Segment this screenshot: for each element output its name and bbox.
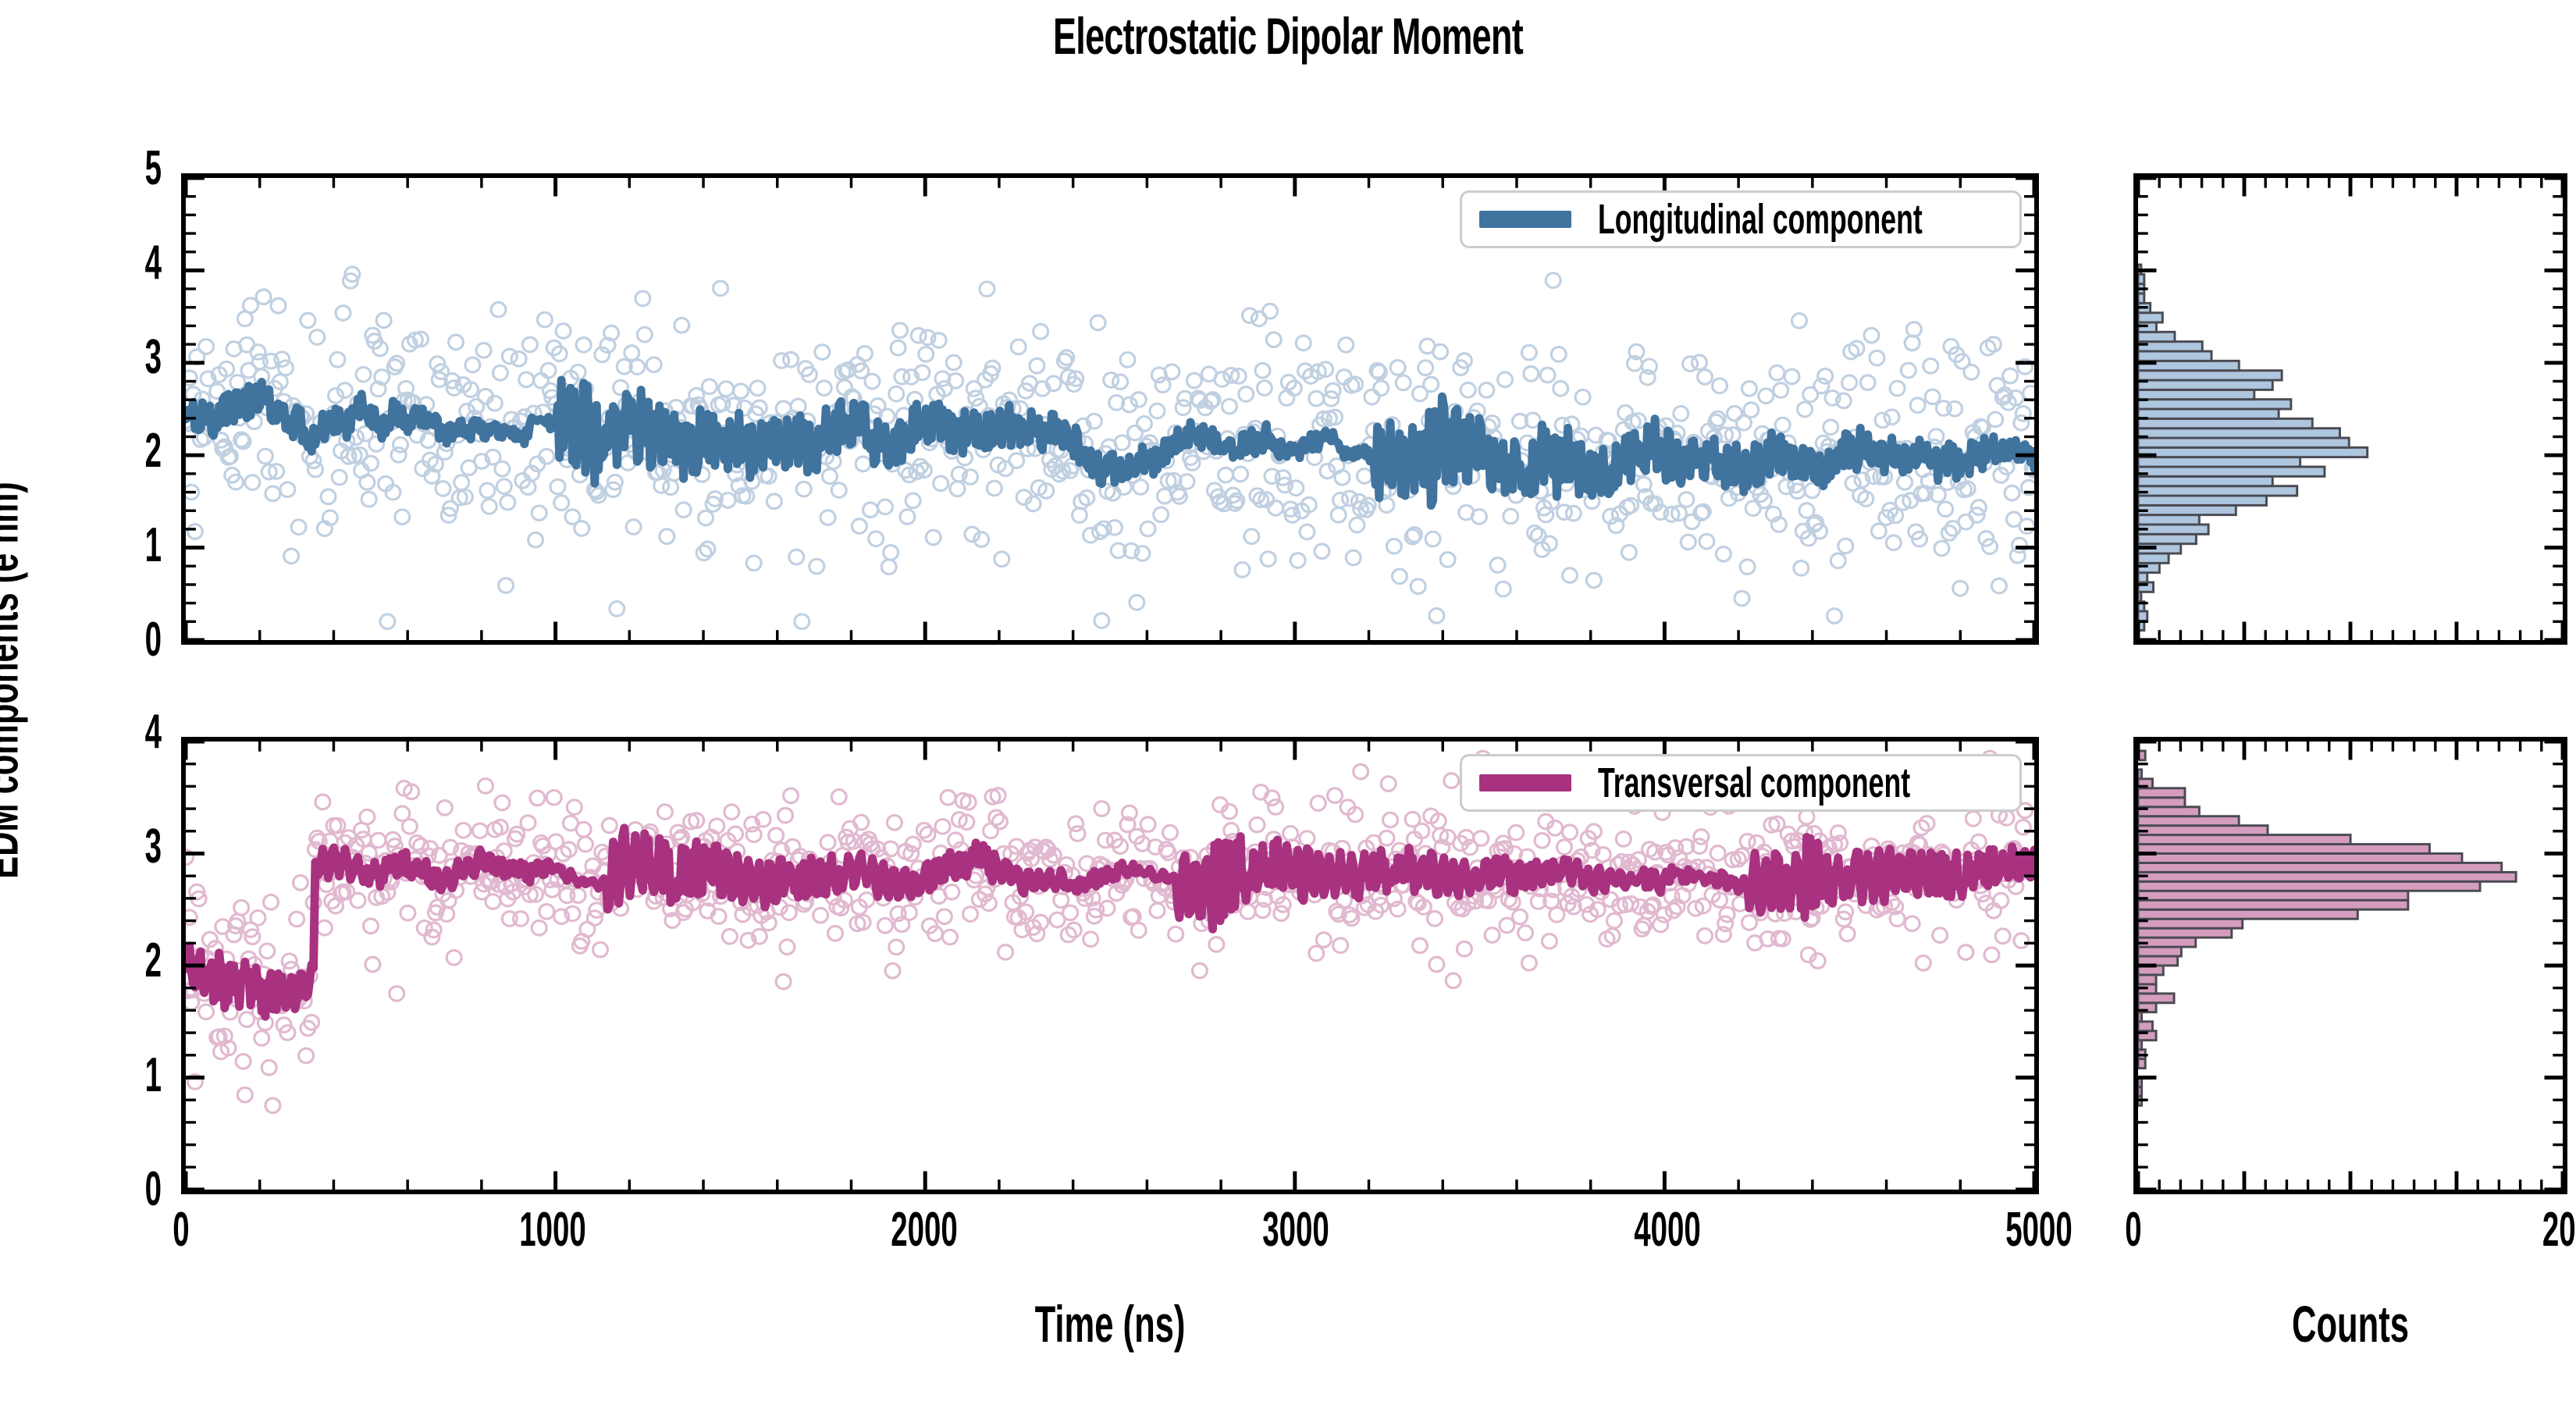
longitudinal-panel — [181, 173, 2039, 645]
x-axis-label: Time (ns) — [1034, 1295, 1186, 1353]
counts-xtick-0: 0 — [2125, 1203, 2142, 1257]
ytick-top-3: 3 — [144, 329, 162, 384]
ytick-bottom-4: 4 — [144, 705, 162, 759]
xtick-3000: 3000 — [1262, 1203, 1329, 1257]
counts-axis-label: Counts — [2291, 1295, 2410, 1353]
xtick-2000: 2000 — [891, 1203, 958, 1257]
transversal-panel — [181, 737, 2039, 1194]
legend-longitudinal[interactable]: Longitudinal component — [1460, 190, 2022, 248]
legend-label-longitudinal: Longitudinal component — [1598, 196, 1923, 243]
xtick-1000: 1000 — [519, 1203, 586, 1257]
ytick-top-2: 2 — [144, 424, 162, 478]
xtick-0: 0 — [173, 1203, 190, 1257]
legend-transversal[interactable]: Transversal component — [1460, 754, 2022, 812]
legend-label-transversal: Transversal component — [1598, 759, 1911, 806]
ytick-top-5: 5 — [144, 141, 162, 195]
ytick-bottom-3: 3 — [144, 819, 162, 873]
legend-swatch-longitudinal — [1479, 211, 1571, 228]
ytick-top-4: 4 — [144, 235, 162, 290]
figure-title: Electrostatic Dipolar Moment — [1053, 7, 1524, 65]
transversal-histogram-panel — [2133, 737, 2567, 1194]
counts-xtick-200: 200 — [2542, 1203, 2576, 1257]
ytick-top-0: 0 — [144, 613, 162, 667]
legend-swatch-transversal — [1479, 774, 1571, 791]
ytick-top-1: 1 — [144, 518, 162, 573]
ytick-bottom-0: 0 — [144, 1162, 162, 1216]
longitudinal-histogram-panel — [2133, 173, 2567, 645]
ytick-bottom-1: 1 — [144, 1048, 162, 1102]
xtick-4000: 4000 — [1634, 1203, 1701, 1257]
y-axis-label: EDM components (e nm) — [0, 482, 29, 879]
xtick-5000: 5000 — [2005, 1203, 2073, 1257]
ytick-bottom-2: 2 — [144, 934, 162, 987]
